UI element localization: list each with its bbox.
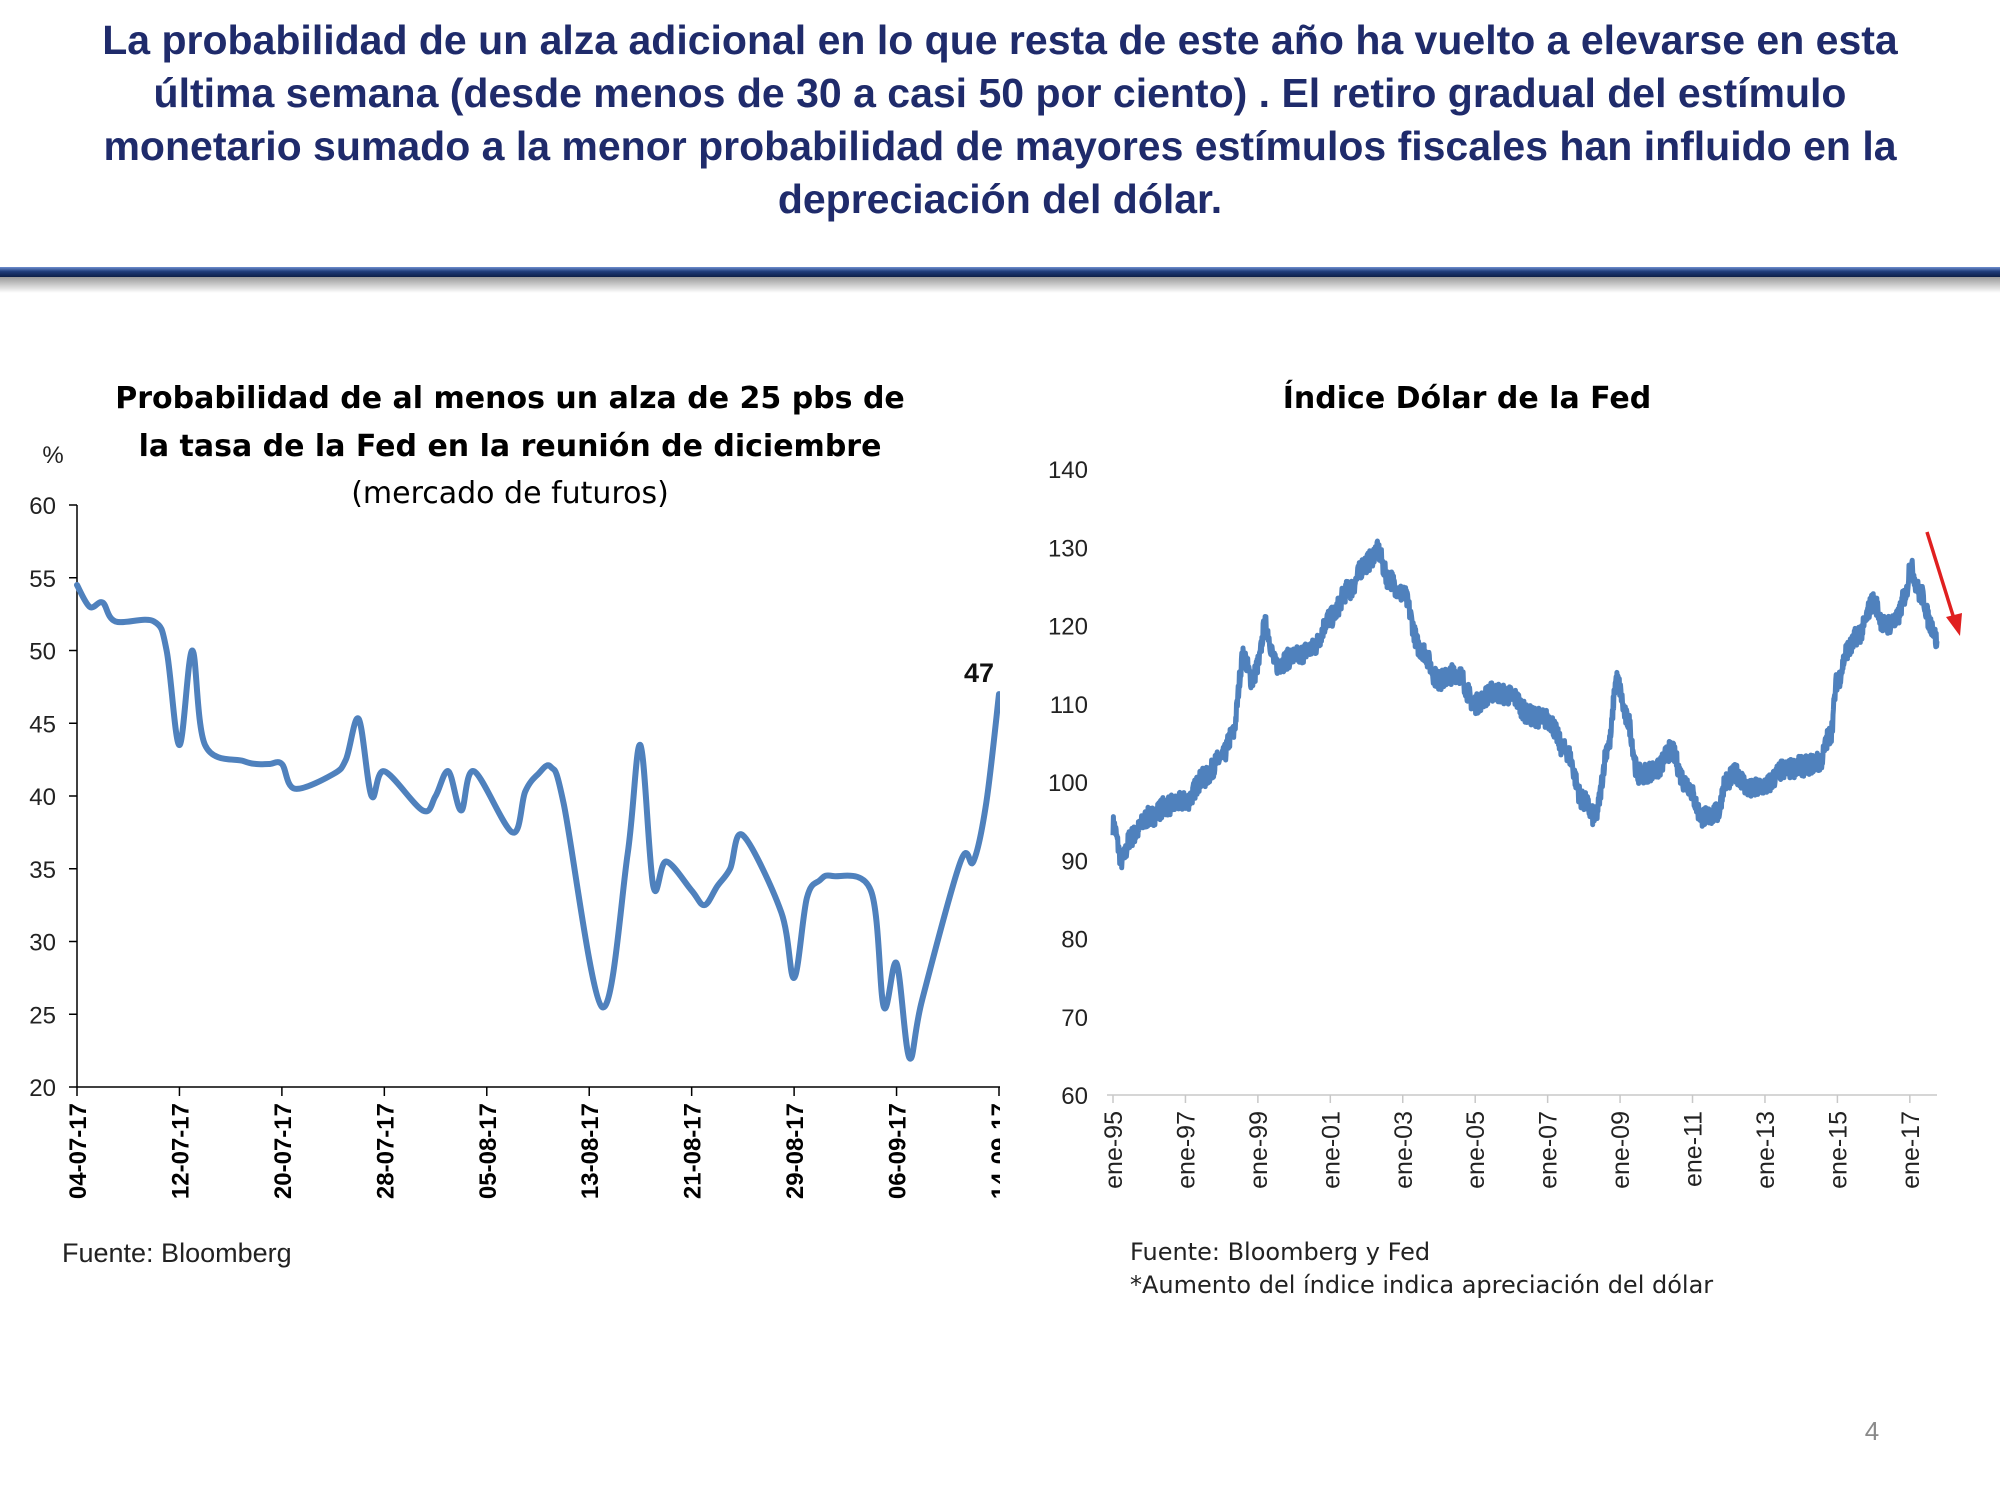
header-divider [0,267,2000,293]
x-tick-label: 12-07-17 [167,1103,194,1199]
y-tick-label: 40 [29,784,56,811]
source-note: Fuente: Bloomberg [62,1238,292,1268]
x-tick-label: 28-07-17 [372,1103,399,1199]
x-tick-label: 13-08-17 [577,1103,604,1199]
fed-dollar-index-chart: Índice Dólar de la Fed 60 70 80 90 100 110 120… [1048,380,1962,1299]
x-tick-label: 21-08-17 [680,1103,707,1199]
chart-subtitle: (mercado de futuros) [351,476,669,511]
y-axis-unit: % [42,442,63,469]
x-tick-label: ene-13 [1752,1111,1780,1189]
source-note: Fuente: Bloomberg y Fed [1130,1238,1430,1266]
y-tick-label: 60 [29,493,56,520]
headline-line: depreciación del dólar. [777,176,1223,222]
headline-line: última semana (desde menos de 30 a casi … [153,70,1847,116]
footnote: *Aumento del índice indica apreciación d… [1130,1271,1713,1299]
last-value-label: 47 [964,658,994,688]
x-tick-label: 20-07-17 [270,1103,297,1199]
headline-line: La probabilidad de un alza adicional en … [102,17,1898,63]
series-line [1110,538,1940,871]
y-tick-label: 50 [29,639,56,666]
trend-down-arrow [1925,531,1962,636]
y-tick-label: 110 [1050,692,1088,719]
x-tick-label: 14-09-17 [987,1103,1000,1199]
y-tick-label: 100 [1048,770,1088,797]
y-tick-label: 45 [29,711,56,738]
x-tick-label: ene-01 [1317,1111,1345,1189]
x-tick-label: ene-15 [1824,1111,1852,1189]
headline-line: monetario sumado a la menor probabilidad… [103,123,1897,169]
y-tick-label: 60 [1061,1083,1088,1110]
x-tick-label: ene-97 [1172,1111,1200,1189]
y-tick-label: 30 [29,930,56,957]
fed-hike-probability-chart: Probabilidad de al menos un alza de 25 p… [29,381,1000,1268]
x-tick-label: ene-09 [1607,1111,1635,1189]
x-tick-label: ene-03 [1390,1111,1418,1189]
x-tick-label: ene-11 [1680,1111,1708,1187]
x-tick-label: 05-08-17 [475,1103,502,1199]
chart-title: Probabilidad de al menos un alza de 25 p… [115,381,905,416]
y-tick-label: 25 [29,1002,56,1029]
y-tick-label: 55 [29,566,56,593]
x-tick-label: 29-08-17 [782,1103,809,1199]
x-tick-label: ene-07 [1535,1111,1563,1189]
y-tick-label: 70 [1061,1005,1088,1032]
x-tick-label: ene-95 [1100,1111,1128,1189]
y-tick-label: 90 [1061,848,1088,875]
page-number: 4 [1865,1416,1879,1446]
chart-title: Índice Dólar de la Fed [1283,380,1651,416]
y-tick-label: 130 [1048,535,1088,562]
chart-title: la tasa de la Fed en la reunión de dicie… [139,429,882,464]
x-tick-label: 04-07-17 [65,1103,92,1199]
x-tick-label: ene-17 [1897,1111,1925,1189]
x-tick-label: ene-05 [1462,1111,1490,1189]
y-tick-label: 140 [1048,457,1088,484]
y-tick-label: 80 [1061,927,1088,954]
y-tick-label: 35 [29,857,56,884]
y-tick-label: 120 [1048,614,1088,641]
headline: La probabilidad de un alza adicional en … [0,14,2000,226]
x-tick-label: ene-99 [1245,1111,1273,1189]
series-line [74,582,1000,1062]
x-tick-label: 06-09-17 [885,1103,912,1199]
y-tick-label: 20 [29,1075,56,1102]
